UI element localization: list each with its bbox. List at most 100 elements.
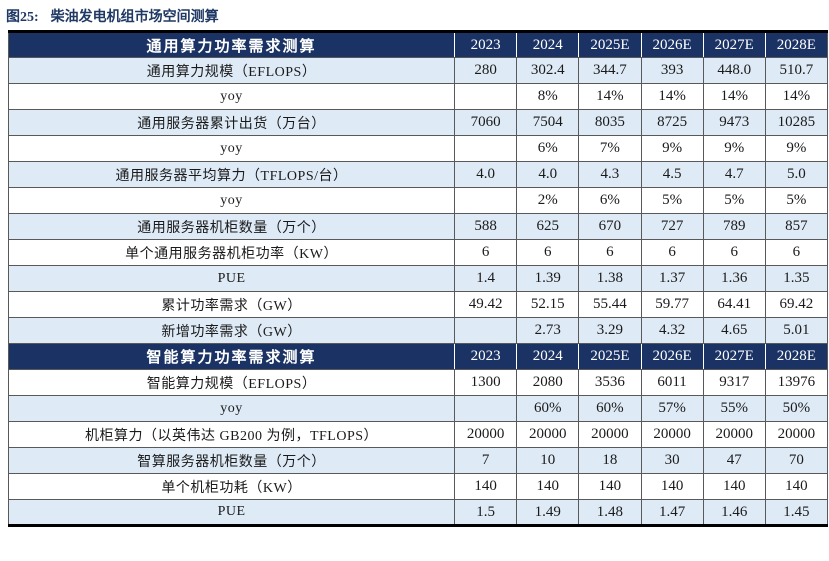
cell-value: 4.5 bbox=[640, 161, 704, 188]
cell-value bbox=[454, 83, 518, 110]
cell-value: 344.7 bbox=[578, 57, 642, 84]
table-row: PUE 1.4 1.39 1.38 1.37 1.36 1.35 bbox=[7, 265, 829, 292]
cell-value: 20000 bbox=[702, 421, 766, 448]
cell-value: 140 bbox=[640, 473, 704, 500]
cell-value: 13976 bbox=[764, 369, 829, 396]
cell-value: 3.29 bbox=[578, 317, 642, 344]
cell-value: 6 bbox=[516, 239, 580, 266]
cell-value: 1.48 bbox=[578, 499, 642, 526]
cell-value: 1.47 bbox=[640, 499, 704, 526]
cell-value: 60% bbox=[516, 395, 580, 422]
cell-value: 1.38 bbox=[578, 265, 642, 292]
cell-value: 52.15 bbox=[516, 291, 580, 318]
cell-value: 4.0 bbox=[454, 161, 518, 188]
market-table: 通用算力功率需求测算 2023 2024 2025E 2026E 2027E 2028E 通用… bbox=[7, 30, 829, 527]
table-row: 智算服务器机柜数量（万个） 7 10 18 30 47 70 bbox=[7, 447, 829, 474]
cell-value: 140 bbox=[702, 473, 766, 500]
cell-value: 2.73 bbox=[516, 317, 580, 344]
cell-value: 6 bbox=[764, 239, 829, 266]
cell-value: 9% bbox=[764, 135, 829, 162]
cell-value: 448.0 bbox=[702, 57, 766, 84]
cell-value: 20000 bbox=[578, 421, 642, 448]
cell-value: 789 bbox=[702, 213, 766, 240]
year-header: 2023 bbox=[454, 31, 517, 58]
cell-value: 64.41 bbox=[702, 291, 766, 318]
section-header-row: 通用算力功率需求测算 2023 2024 2025E 2026E 2027E 2028E bbox=[7, 31, 828, 58]
cell-value bbox=[454, 187, 518, 214]
cell-value: 1300 bbox=[454, 369, 518, 396]
cell-value: 18 bbox=[578, 447, 642, 474]
cell-value: 14% bbox=[702, 83, 766, 110]
table-row: 通用服务器累计出货（万台） 7060 7504 8035 8725 9473 10285 bbox=[7, 109, 829, 136]
cell-value: 14% bbox=[640, 83, 704, 110]
year-header: 2024 bbox=[516, 343, 579, 370]
cell-value: 7060 bbox=[454, 109, 518, 136]
cell-value: 20000 bbox=[516, 421, 580, 448]
year-header: 2028E bbox=[764, 31, 828, 58]
cell-value: 625 bbox=[516, 213, 580, 240]
table-row: 单个机柜功耗（KW） 140 140 140 140 140 140 bbox=[7, 473, 829, 500]
row-label: 单个通用服务器机柜功率（KW） bbox=[7, 239, 456, 266]
cell-value bbox=[454, 317, 518, 344]
cell-value: 1.36 bbox=[702, 265, 766, 292]
cell-value: 670 bbox=[578, 213, 642, 240]
cell-value: 9473 bbox=[702, 109, 766, 136]
cell-value: 510.7 bbox=[764, 57, 829, 84]
cell-value: 5.01 bbox=[764, 317, 829, 344]
row-label: 智能算力规模（EFLOPS） bbox=[7, 369, 456, 396]
cell-value: 5% bbox=[702, 187, 766, 214]
cell-value: 727 bbox=[640, 213, 704, 240]
cell-value: 14% bbox=[764, 83, 829, 110]
cell-value: 140 bbox=[454, 473, 518, 500]
year-header: 2024 bbox=[516, 31, 579, 58]
cell-value: 55% bbox=[702, 395, 766, 422]
row-label: PUE bbox=[7, 499, 456, 526]
cell-value: 140 bbox=[764, 473, 829, 500]
cell-value: 1.46 bbox=[702, 499, 766, 526]
cell-value: 393 bbox=[640, 57, 704, 84]
cell-value: 4.7 bbox=[702, 161, 766, 188]
table-row: 新增功率需求（GW） 2.73 3.29 4.32 4.65 5.01 bbox=[7, 317, 829, 344]
cell-value: 4.3 bbox=[578, 161, 642, 188]
cell-value: 20000 bbox=[640, 421, 704, 448]
year-header: 2026E bbox=[640, 31, 704, 58]
cell-value: 49.42 bbox=[454, 291, 518, 318]
cell-value: 20000 bbox=[454, 421, 518, 448]
row-label: 通用服务器平均算力（TFLOPS/台） bbox=[7, 161, 456, 188]
cell-value: 6 bbox=[702, 239, 766, 266]
cell-value: 1.45 bbox=[764, 499, 829, 526]
table-row: 智能算力规模（EFLOPS） 1300 2080 3536 6011 9317 13976 bbox=[7, 369, 829, 396]
cell-value: 1.37 bbox=[640, 265, 704, 292]
cell-value: 3536 bbox=[578, 369, 642, 396]
row-label: yoy bbox=[7, 395, 456, 422]
cell-value: 10285 bbox=[764, 109, 829, 136]
cell-value: 280 bbox=[454, 57, 518, 84]
row-label: PUE bbox=[7, 265, 456, 292]
table-row: 单个通用服务器机柜功率（KW） 6 6 6 6 6 6 bbox=[7, 239, 829, 266]
cell-value: 6 bbox=[640, 239, 704, 266]
row-label: 单个机柜功耗（KW） bbox=[7, 473, 456, 500]
cell-value: 6% bbox=[578, 187, 642, 214]
figure-title-text: 柴油发电机组市场空间测算 bbox=[50, 10, 219, 25]
year-header: 2027E bbox=[702, 343, 766, 370]
cell-value: 1.5 bbox=[454, 499, 518, 526]
row-label: 通用服务器累计出货（万台） bbox=[7, 109, 456, 136]
year-header: 2025E bbox=[578, 31, 641, 58]
cell-value: 2% bbox=[516, 187, 580, 214]
cell-value: 57% bbox=[640, 395, 704, 422]
cell-value: 1.39 bbox=[516, 265, 580, 292]
row-label: 机柜算力（以英伟达 GB200 为例，TFLOPS） bbox=[7, 421, 456, 448]
cell-value: 8725 bbox=[640, 109, 704, 136]
row-label: 通用算力规模（EFLOPS） bbox=[7, 57, 456, 84]
cell-value: 7504 bbox=[516, 109, 580, 136]
cell-value: 7% bbox=[578, 135, 642, 162]
row-label: yoy bbox=[7, 83, 456, 110]
row-label: 智算服务器机柜数量（万个） bbox=[7, 447, 456, 474]
cell-value: 4.32 bbox=[640, 317, 704, 344]
table-row: 通用算力规模（EFLOPS） 280 302.4 344.7 393 448.0 510.7 bbox=[7, 57, 829, 84]
cell-value: 1.4 bbox=[454, 265, 518, 292]
table-row: 机柜算力（以英伟达 GB200 为例，TFLOPS） 20000 20000 2000… bbox=[7, 421, 829, 448]
table-row: PUE 1.5 1.49 1.48 1.47 1.46 1.45 bbox=[7, 499, 829, 526]
cell-value: 5.0 bbox=[764, 161, 829, 188]
